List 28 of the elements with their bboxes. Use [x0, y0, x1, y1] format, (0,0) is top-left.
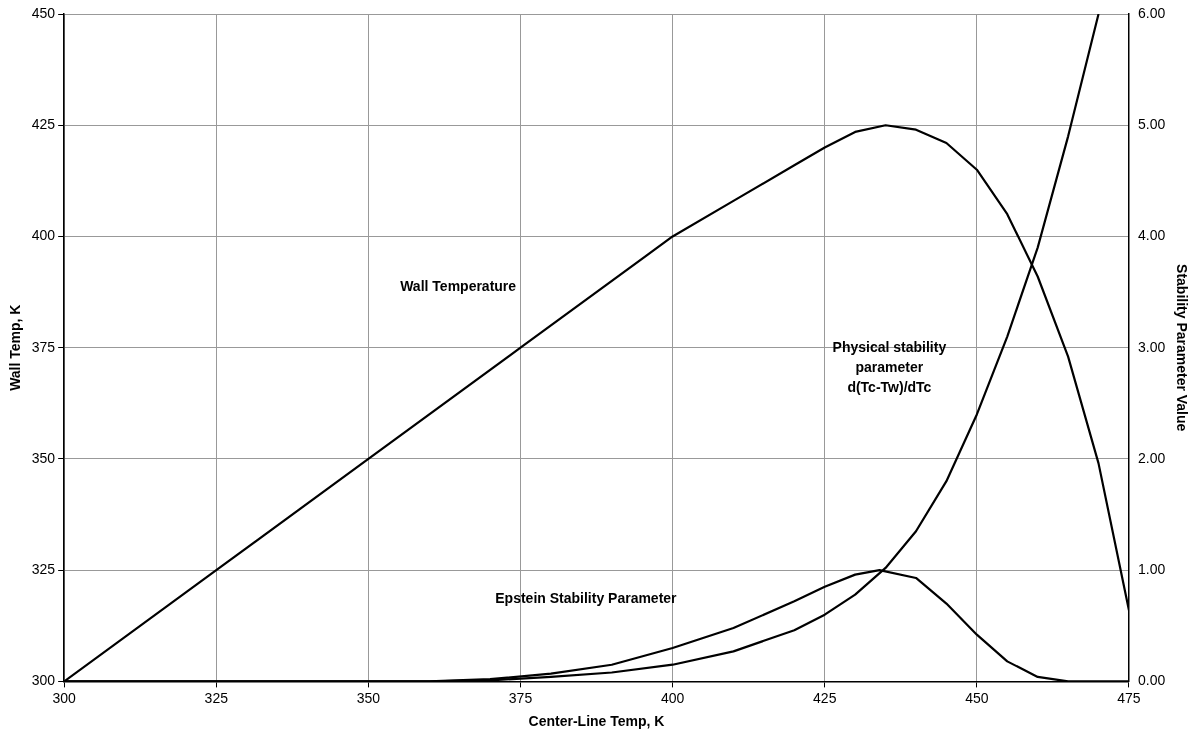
x-tick-label: 350: [356, 689, 381, 706]
annotation: Physical stability parameter d(Tc-Tw)/dTc: [832, 338, 947, 395]
y-tick-label: 450: [31, 4, 56, 21]
y2-tick-label: 2.00: [1137, 449, 1166, 466]
y2-tick-label: 0.00: [1137, 672, 1166, 689]
x-tick-label: 425: [813, 689, 837, 706]
x-tick-label: 300: [52, 689, 77, 706]
x-tick-label: 450: [965, 689, 989, 706]
annotation: Wall Temperature: [400, 278, 517, 295]
x-tick-label: 475: [1117, 689, 1141, 706]
y-tick-label: 400: [31, 227, 56, 244]
x-tick-label: 400: [660, 689, 685, 706]
y-tick-label: 375: [31, 338, 56, 355]
y2-tick-label: 5.00: [1137, 116, 1166, 133]
x-axis-title: Center-Line Temp, K: [528, 713, 665, 730]
y2-tick-label: 1.00: [1137, 561, 1166, 578]
y2-tick-label: 4.00: [1137, 227, 1166, 244]
y2-tick-label: 3.00: [1137, 338, 1166, 355]
x-tick-label: 325: [204, 689, 229, 706]
y2-tick-label: 6.00: [1137, 4, 1166, 21]
y-tick-label: 300: [31, 672, 56, 689]
annotation: Epstein Stability Parameter: [495, 589, 678, 606]
y-tick-label: 325: [31, 561, 56, 578]
x-tick-label: 375: [508, 689, 533, 706]
y-axis-title: Wall Temp, K: [7, 304, 24, 391]
y2-axis-title: Stability Parameter Value: [1173, 264, 1190, 432]
y-tick-label: 350: [31, 449, 56, 466]
y-tick-label: 425: [31, 116, 56, 133]
